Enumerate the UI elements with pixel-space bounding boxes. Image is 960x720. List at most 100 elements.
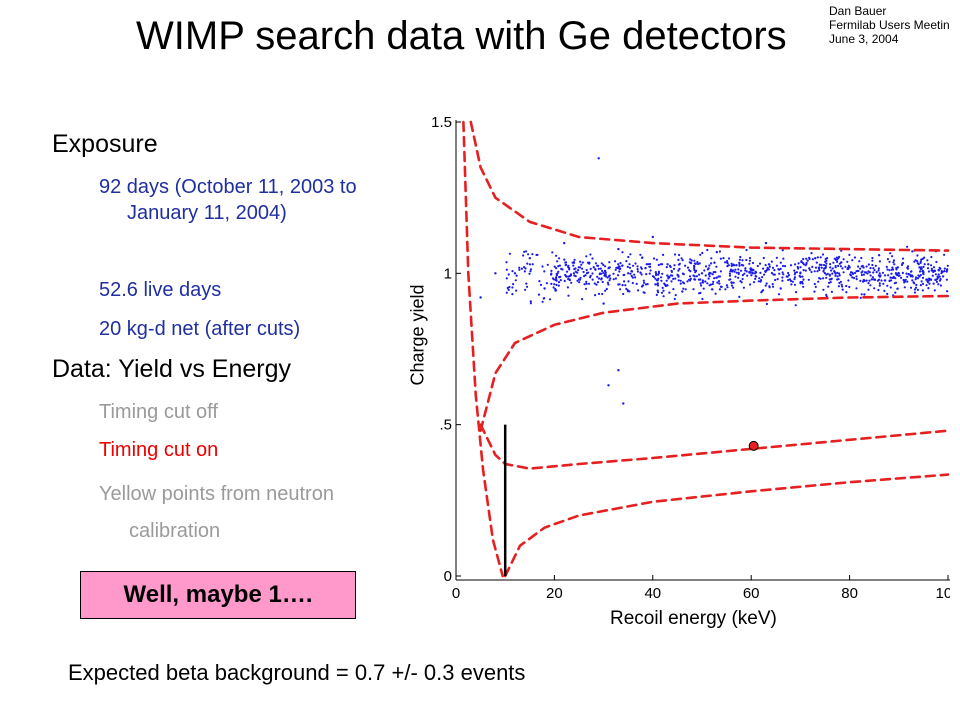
- data-point: [885, 265, 888, 268]
- data-point: [758, 277, 761, 280]
- data-point: [564, 263, 568, 266]
- data-point: [656, 282, 659, 285]
- data-point: [629, 253, 632, 256]
- data-point: [787, 278, 790, 282]
- data-point: [830, 290, 833, 293]
- data-point: [931, 274, 934, 277]
- timing-cut-on: Timing cut on: [99, 439, 219, 461]
- data-point: [559, 279, 562, 282]
- data-point: [649, 269, 652, 272]
- band-curve: [479, 423, 950, 470]
- data-point: [946, 269, 949, 272]
- data-point: [709, 272, 712, 275]
- data-point: [937, 268, 940, 272]
- data-point: [607, 384, 610, 387]
- data-point: [938, 279, 942, 282]
- data-point: [707, 273, 710, 276]
- data-point: [608, 279, 611, 282]
- data-point: [700, 272, 704, 275]
- data-point: [794, 271, 797, 274]
- data-point: [608, 261, 611, 264]
- data-point: [601, 292, 604, 296]
- data-point: [580, 263, 583, 266]
- data-point: [857, 265, 860, 268]
- data-point: [598, 272, 602, 275]
- data-point: [518, 268, 521, 271]
- beta-background-note: Expected beta background = 0.7 +/- 0.3 e…: [68, 660, 526, 685]
- data-point: [619, 288, 622, 291]
- data-point: [868, 271, 871, 274]
- data-point: [597, 264, 600, 267]
- data-point: [824, 257, 827, 261]
- data-point: [904, 278, 907, 281]
- data-point: [767, 268, 770, 271]
- data-point: [825, 276, 828, 279]
- data-point: [755, 275, 758, 278]
- data-point: [926, 267, 930, 270]
- data-point: [913, 288, 916, 291]
- data-point: [903, 281, 906, 284]
- data-point: [836, 260, 839, 263]
- data-point: [726, 260, 729, 263]
- data-point: [814, 285, 817, 288]
- data-point: [581, 267, 584, 270]
- data-point: [606, 281, 609, 284]
- data-point: [641, 284, 645, 287]
- data-point: [556, 272, 559, 275]
- data-point: [715, 265, 718, 268]
- data-point: [862, 278, 865, 281]
- data-point: [614, 260, 617, 263]
- data-point: [919, 261, 922, 264]
- data-point: [847, 279, 850, 282]
- data-point: [633, 273, 636, 276]
- data-point: [801, 282, 804, 285]
- data-point: [865, 265, 868, 268]
- data-point: [634, 262, 637, 265]
- data-point: [579, 276, 582, 279]
- data-point: [915, 276, 918, 279]
- data-point: [802, 285, 805, 288]
- data-point: [752, 269, 755, 272]
- data-point: [856, 269, 859, 273]
- data-point: [935, 280, 938, 283]
- data-point: [818, 266, 821, 269]
- data-point: [744, 267, 747, 270]
- data-point: [882, 282, 885, 285]
- data-point: [520, 267, 523, 270]
- exposure-heading: Exposure: [52, 130, 158, 158]
- data-point: [895, 268, 898, 271]
- data-point: [937, 283, 940, 286]
- data-point: [930, 264, 933, 267]
- data-point: [877, 267, 880, 270]
- data-point: [728, 274, 732, 277]
- data-point: [555, 254, 558, 257]
- data-point: [623, 273, 626, 276]
- data-point: [639, 253, 642, 256]
- data-point: [704, 280, 707, 283]
- data-point: [572, 261, 575, 264]
- data-point: [680, 257, 683, 260]
- data-point: [602, 263, 605, 266]
- data-point: [926, 259, 929, 262]
- data-point: [741, 259, 744, 262]
- data-point: [868, 279, 871, 282]
- data-point: [834, 266, 837, 269]
- data-point: [583, 275, 586, 278]
- data-point: [859, 279, 862, 282]
- data-point: [622, 402, 625, 405]
- data-point: [564, 275, 568, 278]
- data-point: [677, 269, 680, 272]
- data-point: [713, 277, 716, 280]
- data-point: [634, 276, 637, 279]
- data-point: [694, 278, 697, 281]
- data-point: [851, 259, 854, 262]
- data-point: [574, 267, 577, 270]
- data-point: [661, 272, 664, 275]
- data-point: [738, 264, 741, 267]
- data-point: [693, 267, 696, 270]
- data-point: [553, 265, 556, 268]
- data-point: [782, 273, 785, 276]
- data-point: [528, 257, 531, 260]
- data-point: [506, 286, 509, 290]
- data-point: [669, 274, 672, 277]
